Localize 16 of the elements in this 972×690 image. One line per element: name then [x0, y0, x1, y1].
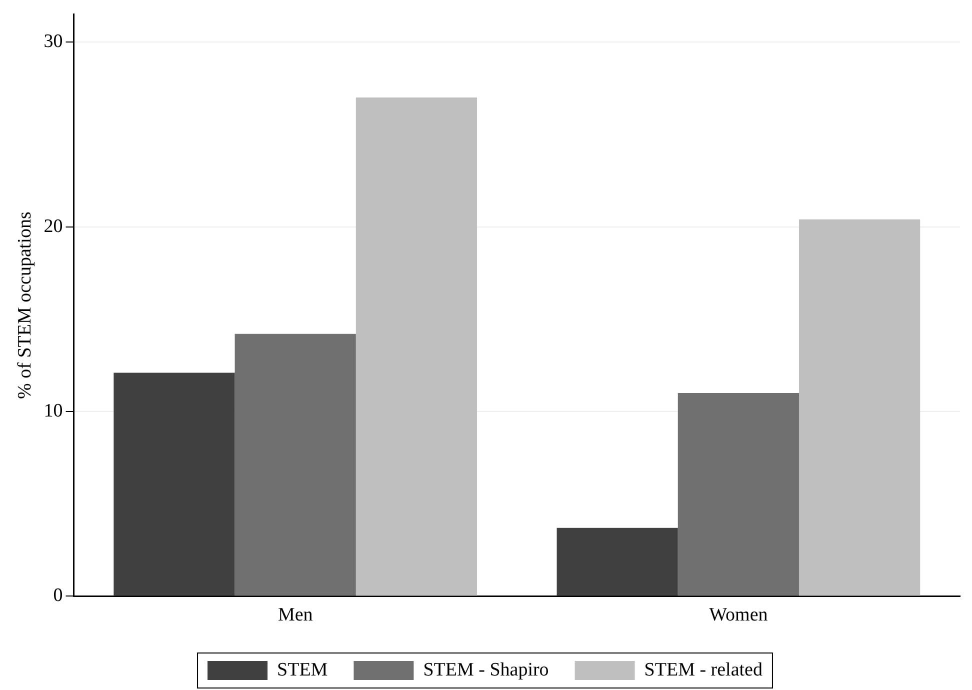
- y-tick-label: 10: [44, 400, 63, 422]
- bar: [114, 372, 235, 596]
- bar: [556, 528, 678, 596]
- x-tick-label: Women: [709, 604, 768, 626]
- legend-label: STEM - related: [644, 659, 763, 680]
- bar: [678, 393, 800, 596]
- legend-label: STEM - Shapiro: [423, 659, 549, 680]
- y-tick-label: 20: [44, 216, 63, 237]
- y-tick-label: 0: [53, 585, 63, 606]
- legend-label: STEM: [277, 659, 328, 680]
- y-axis-title: % of STEM occupations: [14, 212, 36, 399]
- bar: [799, 219, 920, 596]
- x-tick-label: Men: [278, 604, 314, 626]
- y-tick-label: 30: [44, 31, 63, 52]
- bar: [356, 98, 478, 596]
- bar: [234, 334, 356, 596]
